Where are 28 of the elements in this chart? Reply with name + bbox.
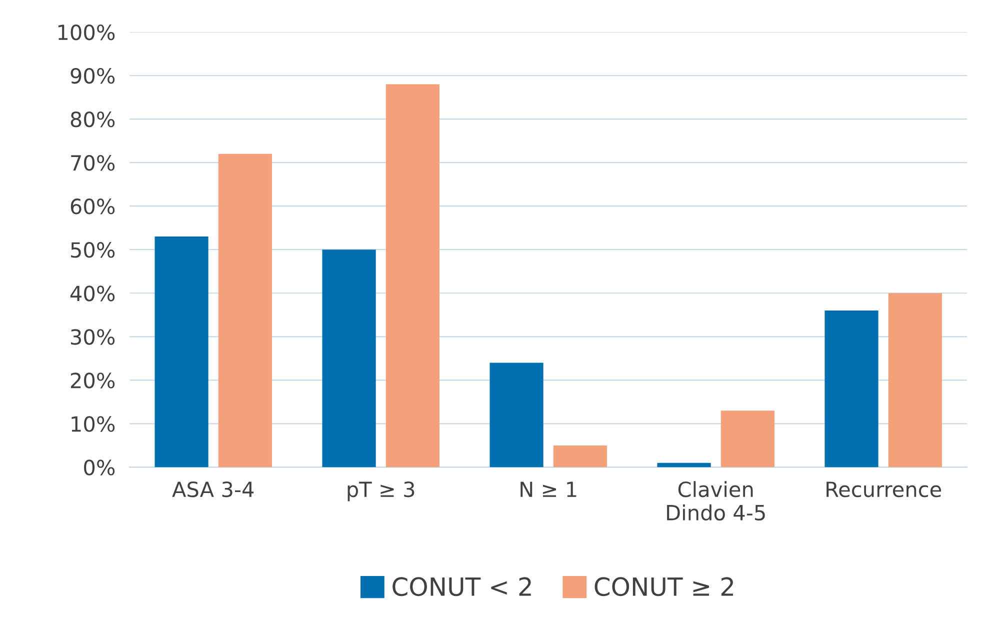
x-tick-label: ASA 3-4 (172, 481, 254, 498)
y-tick-label: 50% (71, 242, 115, 258)
y-tick-label: 40% (70, 286, 115, 302)
bar (888, 293, 942, 468)
bar (720, 410, 774, 468)
bar (322, 250, 376, 468)
bar (490, 362, 544, 468)
y-tick-label: 20% (70, 372, 115, 388)
y-tick-label: 70% (71, 155, 115, 171)
y-tick-label: 90% (70, 68, 115, 84)
x-tick-label: N ≥ 1 (520, 482, 576, 497)
bar (154, 236, 208, 468)
bar (553, 445, 607, 468)
y-tick-label: 0% (84, 460, 115, 476)
y-tick-label: 10% (72, 416, 115, 432)
x-tick-label: Clavien Dindo 4-5 (667, 481, 765, 521)
bar (657, 462, 711, 468)
bar (824, 310, 878, 468)
legend-label: CONUT < 2 (392, 577, 531, 596)
x-tick-label: Recurrence (826, 482, 942, 498)
y-tick-label: 30% (71, 329, 115, 345)
y-tick-label: 100% (58, 24, 115, 40)
bar (386, 84, 440, 468)
y-tick-label: 80% (70, 111, 115, 128)
legend-label: CONUT ≥ 2 (594, 577, 733, 596)
y-tick-label: 60% (70, 198, 115, 214)
bar (218, 154, 272, 468)
x-tick-label: pT ≥ 3 (348, 481, 414, 502)
